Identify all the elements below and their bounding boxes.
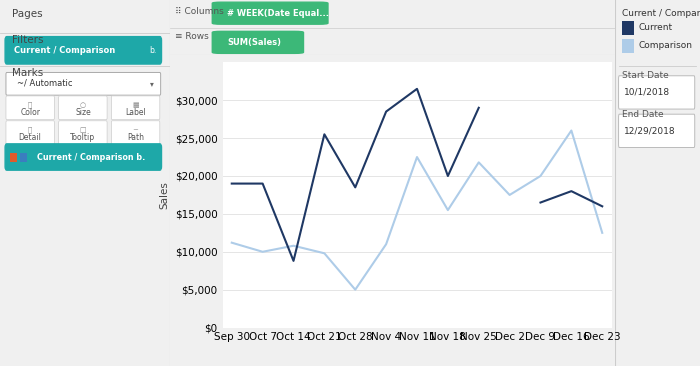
Text: Current / Comparison: Current / Comparison: [13, 46, 115, 55]
FancyBboxPatch shape: [6, 121, 55, 145]
FancyBboxPatch shape: [212, 2, 328, 24]
FancyBboxPatch shape: [5, 37, 162, 64]
Text: ▦: ▦: [132, 102, 139, 108]
Text: Label: Label: [125, 108, 146, 117]
Text: Start Date: Start Date: [622, 71, 668, 81]
Text: 12/29/2018: 12/29/2018: [624, 126, 675, 135]
FancyBboxPatch shape: [5, 144, 162, 170]
FancyBboxPatch shape: [59, 96, 107, 120]
Text: Marks: Marks: [12, 68, 43, 78]
Text: 10/1/2018: 10/1/2018: [624, 88, 670, 97]
FancyBboxPatch shape: [59, 121, 107, 145]
Text: ○: ○: [80, 102, 86, 108]
Text: Current / Comparison b.: Current / Comparison b.: [37, 153, 146, 161]
Text: Path: Path: [127, 133, 144, 142]
Text: ⬛: ⬛: [28, 101, 32, 108]
Text: ~/ Automatic: ~/ Automatic: [17, 79, 73, 88]
Text: End Date: End Date: [622, 110, 664, 119]
Bar: [622, 21, 634, 35]
Text: ⠿ Columns: ⠿ Columns: [175, 7, 224, 16]
Bar: [622, 39, 634, 53]
Text: ≡ Rows: ≡ Rows: [175, 32, 209, 41]
FancyBboxPatch shape: [6, 72, 161, 95]
Bar: [20, 153, 27, 162]
Text: ▾: ▾: [150, 79, 153, 88]
Text: □: □: [80, 127, 86, 132]
FancyBboxPatch shape: [619, 114, 694, 147]
Text: SUM(Sales): SUM(Sales): [227, 38, 281, 47]
Y-axis label: Sales: Sales: [160, 181, 169, 209]
Text: Detail: Detail: [19, 133, 41, 142]
FancyBboxPatch shape: [111, 96, 160, 120]
Bar: [10, 153, 17, 162]
Text: Current / Comparison: Current / Comparison: [622, 9, 700, 18]
Text: ⬛: ⬛: [28, 126, 32, 133]
Text: Comparison: Comparison: [639, 41, 693, 50]
Text: Filters: Filters: [12, 35, 43, 45]
FancyBboxPatch shape: [619, 76, 694, 109]
Text: Color: Color: [20, 108, 40, 117]
Text: b.: b.: [150, 46, 157, 55]
FancyBboxPatch shape: [6, 96, 55, 120]
FancyBboxPatch shape: [111, 121, 160, 145]
Text: Tooltip: Tooltip: [70, 133, 95, 142]
Text: # WEEK(Date Equal...: # WEEK(Date Equal...: [227, 9, 329, 18]
Text: Pages: Pages: [12, 9, 43, 19]
Text: ~: ~: [132, 127, 139, 132]
Text: Current: Current: [639, 23, 673, 32]
Text: Size: Size: [75, 108, 91, 117]
FancyBboxPatch shape: [212, 31, 304, 53]
